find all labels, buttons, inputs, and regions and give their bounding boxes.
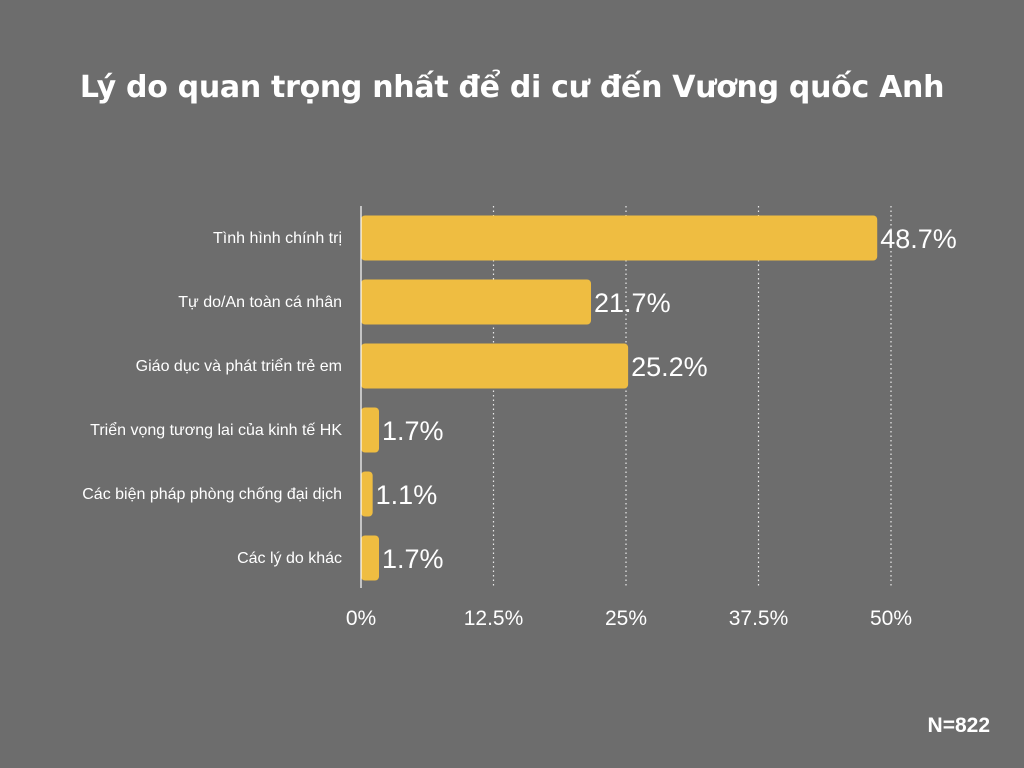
category-label: Các lý do khác	[237, 550, 342, 567]
x-tick-label: 50%	[870, 607, 912, 630]
x-tick-labels: 0% 12.5% 25% 37.5% 50%	[346, 607, 912, 630]
category-labels: Tình hình chính trị Tự do/An toàn cá nhân…	[82, 230, 342, 567]
x-tick-label: 0%	[346, 607, 376, 630]
x-tick-label: 25%	[605, 607, 647, 630]
bar	[361, 407, 380, 453]
bar	[361, 279, 592, 325]
sample-size-note: N=822	[927, 714, 990, 737]
bars	[361, 215, 878, 581]
x-tick-label: 37.5%	[729, 607, 789, 630]
category-label: Giáo dục và phát triển trẻ em	[136, 357, 342, 375]
value-label: 21.7%	[594, 288, 671, 318]
bar	[361, 343, 629, 389]
category-label: Các biện pháp phòng chống đại dịch	[82, 486, 342, 503]
bar	[361, 215, 878, 261]
bar	[361, 471, 373, 517]
value-label: 1.7%	[382, 544, 444, 574]
bar	[361, 535, 380, 581]
x-tick-label: 12.5%	[464, 607, 524, 630]
category-label: Triển vọng tương lai của kinh tế HK	[90, 421, 342, 439]
chart-title: Lý do quan trọng nhất để di cư đến Vương…	[79, 70, 945, 105]
value-label: 25.2%	[631, 352, 708, 382]
category-label: Tự do/An toàn cá nhân	[178, 294, 342, 311]
gridlines	[492, 206, 892, 588]
value-label: 48.7%	[880, 224, 957, 254]
value-label: 1.1%	[376, 480, 438, 510]
category-label: Tình hình chính trị	[213, 230, 342, 247]
value-labels: 48.7% 21.7% 25.2% 1.7% 1.1% 1.7%	[376, 224, 957, 574]
value-label: 1.7%	[382, 416, 444, 446]
